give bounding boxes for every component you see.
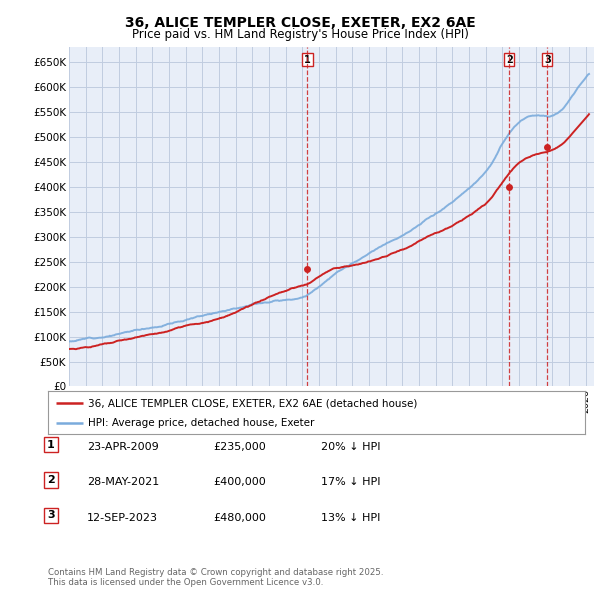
Text: 12-SEP-2023: 12-SEP-2023 <box>87 513 158 523</box>
Text: 1: 1 <box>304 55 311 65</box>
Text: 17% ↓ HPI: 17% ↓ HPI <box>321 477 380 487</box>
Text: 1: 1 <box>47 440 55 450</box>
Text: 13% ↓ HPI: 13% ↓ HPI <box>321 513 380 523</box>
Text: HPI: Average price, detached house, Exeter: HPI: Average price, detached house, Exet… <box>88 418 314 428</box>
Text: 36, ALICE TEMPLER CLOSE, EXETER, EX2 6AE: 36, ALICE TEMPLER CLOSE, EXETER, EX2 6AE <box>125 16 475 30</box>
Text: 2: 2 <box>506 55 512 65</box>
Text: £235,000: £235,000 <box>213 442 266 452</box>
Text: 28-MAY-2021: 28-MAY-2021 <box>87 477 159 487</box>
Text: 3: 3 <box>47 510 55 520</box>
Text: 23-APR-2009: 23-APR-2009 <box>87 442 159 452</box>
Text: 20% ↓ HPI: 20% ↓ HPI <box>321 442 380 452</box>
Text: 3: 3 <box>544 55 551 65</box>
Text: Price paid vs. HM Land Registry's House Price Index (HPI): Price paid vs. HM Land Registry's House … <box>131 28 469 41</box>
Text: £480,000: £480,000 <box>213 513 266 523</box>
Text: £400,000: £400,000 <box>213 477 266 487</box>
Text: 36, ALICE TEMPLER CLOSE, EXETER, EX2 6AE (detached house): 36, ALICE TEMPLER CLOSE, EXETER, EX2 6AE… <box>88 398 418 408</box>
Text: 2: 2 <box>47 475 55 485</box>
Text: Contains HM Land Registry data © Crown copyright and database right 2025.
This d: Contains HM Land Registry data © Crown c… <box>48 568 383 587</box>
